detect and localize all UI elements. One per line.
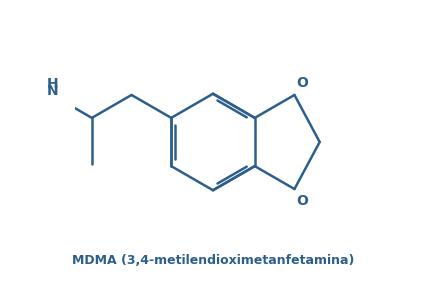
Text: MDMA (3,4-metilendioximetanfetamina): MDMA (3,4-metilendioximetanfetamina) bbox=[72, 254, 354, 267]
Text: O: O bbox=[296, 76, 308, 90]
Text: H: H bbox=[47, 78, 58, 91]
Text: O: O bbox=[296, 194, 308, 208]
Text: N: N bbox=[47, 84, 58, 98]
